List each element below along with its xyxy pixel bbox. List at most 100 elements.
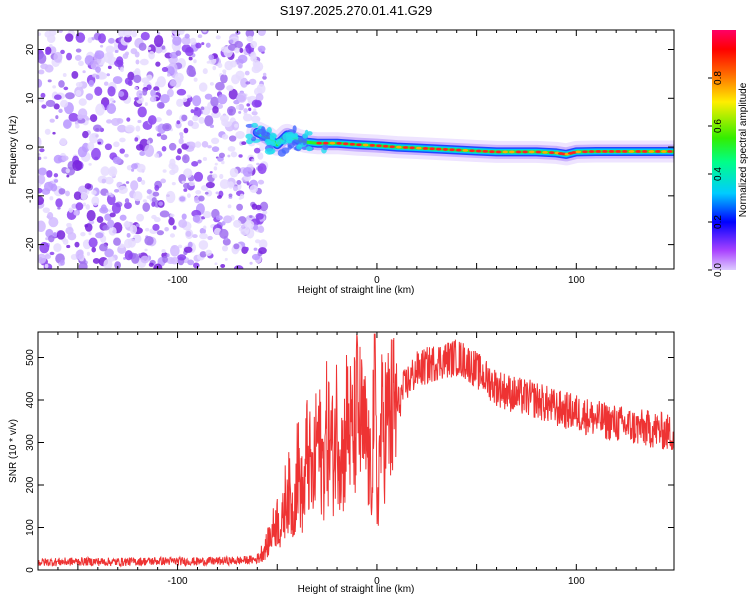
noise-blob bbox=[38, 253, 47, 264]
noise-blob bbox=[112, 156, 122, 165]
snr-plot: -100 0 100 0 100 200 300 400 500 Height of strai… bbox=[8, 331, 675, 595]
noise-blob bbox=[204, 191, 209, 195]
noise-blob bbox=[117, 30, 126, 37]
noise-blob bbox=[198, 240, 209, 250]
noise-blob bbox=[255, 204, 262, 211]
noise-blob bbox=[182, 154, 190, 164]
noise-blob bbox=[235, 104, 240, 110]
noise-blob bbox=[144, 144, 155, 158]
noise-blob bbox=[142, 202, 151, 212]
noise-blob bbox=[98, 33, 106, 44]
noise-blob bbox=[103, 81, 109, 86]
noise-blob bbox=[98, 72, 108, 80]
noise-blob bbox=[131, 168, 135, 172]
noise-blob bbox=[198, 116, 205, 124]
noise-blob bbox=[134, 86, 139, 90]
noise-blob bbox=[92, 124, 102, 133]
noise-blob bbox=[144, 102, 148, 107]
noise-blob bbox=[236, 92, 247, 103]
noise-blob bbox=[237, 103, 245, 111]
noise-blob bbox=[66, 174, 70, 178]
noise-blob bbox=[169, 213, 175, 218]
noise-blob bbox=[186, 141, 191, 146]
noise-blob bbox=[59, 137, 67, 146]
noise-blob bbox=[223, 71, 227, 76]
snr-x-tick-label: 100 bbox=[568, 576, 585, 587]
ridge-hot-spot bbox=[542, 150, 548, 154]
ridge-hot-spot bbox=[462, 149, 469, 152]
noise-blob bbox=[190, 109, 195, 114]
noise-blob bbox=[219, 173, 224, 180]
noise-blob bbox=[42, 207, 50, 214]
noise-blob bbox=[251, 115, 261, 123]
noise-blob bbox=[65, 92, 75, 100]
noise-blob bbox=[162, 255, 168, 264]
noise-blob bbox=[75, 123, 80, 129]
noise-blob bbox=[82, 70, 86, 74]
noise-blob bbox=[252, 224, 259, 231]
noise-blob bbox=[119, 148, 126, 154]
noise-blob bbox=[40, 92, 46, 98]
noise-blob bbox=[235, 70, 245, 80]
noise-blob bbox=[53, 51, 63, 63]
noise-blob bbox=[257, 225, 265, 234]
noise-blob bbox=[220, 74, 228, 84]
spectrogram-y-tick-label: -10 bbox=[25, 188, 36, 203]
noise-blob bbox=[53, 179, 59, 183]
noise-blob bbox=[53, 173, 59, 178]
ridge-hot-spot bbox=[402, 146, 409, 149]
noise-blob bbox=[99, 207, 109, 214]
noise-blob bbox=[250, 51, 257, 60]
noise-blob bbox=[221, 118, 228, 127]
noise-blob bbox=[80, 192, 88, 201]
noise-blob bbox=[78, 98, 87, 106]
noise-blob bbox=[164, 227, 169, 232]
ridge-blob bbox=[264, 147, 275, 155]
noise-blob bbox=[91, 147, 101, 161]
noise-blob bbox=[237, 54, 248, 64]
noise-blob bbox=[248, 78, 257, 85]
noise-blob bbox=[63, 86, 69, 91]
noise-blob bbox=[228, 88, 238, 100]
noise-blob bbox=[184, 33, 190, 39]
noise-blob bbox=[226, 85, 234, 92]
noise-blob bbox=[183, 168, 193, 179]
noise-blob bbox=[134, 97, 139, 101]
ridge-hot-spot bbox=[595, 150, 602, 153]
noise-blob bbox=[43, 156, 48, 160]
noise-blob bbox=[174, 72, 184, 83]
noise-blob bbox=[91, 133, 99, 139]
noise-blob bbox=[166, 73, 171, 77]
noise-blob bbox=[205, 42, 211, 48]
noise-blob bbox=[221, 160, 225, 165]
noise-blob bbox=[209, 124, 215, 129]
ridge-blob bbox=[264, 134, 271, 141]
noise-blob bbox=[218, 152, 225, 159]
ridge-blob bbox=[286, 136, 293, 144]
noise-blob bbox=[169, 79, 177, 87]
noise-blob bbox=[53, 103, 60, 110]
noise-blob bbox=[87, 141, 95, 151]
noise-blob bbox=[233, 123, 239, 128]
noise-blob bbox=[236, 180, 242, 185]
noise-blob bbox=[249, 261, 253, 265]
noise-blob bbox=[192, 115, 199, 122]
snr-x-axis-label: Height of straight line (km) bbox=[298, 584, 415, 595]
noise-blob bbox=[65, 33, 74, 42]
noise-blob bbox=[133, 191, 143, 202]
noise-blob bbox=[251, 253, 261, 261]
snr-y-tick-label: 200 bbox=[25, 476, 36, 493]
noise-blob bbox=[216, 103, 224, 109]
noise-blob bbox=[88, 163, 92, 166]
noise-blob bbox=[75, 202, 84, 211]
noise-blob bbox=[109, 212, 116, 218]
noise-blob bbox=[91, 190, 97, 195]
noise-blob bbox=[105, 192, 110, 196]
noise-blob bbox=[256, 162, 260, 166]
chart-title: S197.2025.270.01.41.G29 bbox=[280, 3, 433, 18]
noise-blob bbox=[38, 187, 43, 194]
ridge-hot-spot bbox=[571, 151, 577, 154]
noise-blob bbox=[38, 69, 45, 75]
noise-blob bbox=[86, 251, 91, 256]
